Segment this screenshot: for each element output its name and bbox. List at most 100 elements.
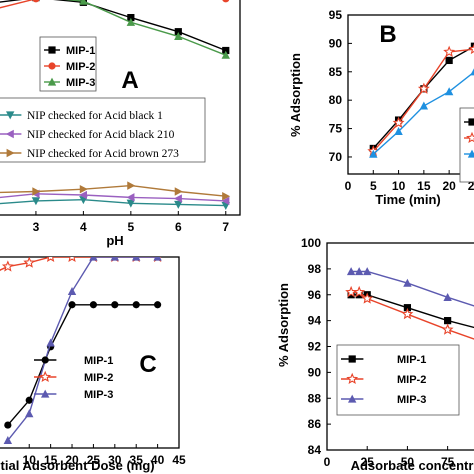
- x-tick-label: 75: [441, 455, 455, 469]
- legend-marker: [466, 131, 474, 144]
- data-point: [154, 301, 162, 309]
- x-tick-label: 35: [130, 453, 144, 467]
- legend-entry: MIP-1: [66, 45, 95, 57]
- data-point: [132, 257, 141, 261]
- data-point: [441, 323, 454, 335]
- x-tick-label: 7: [222, 220, 229, 234]
- data-point: [394, 127, 403, 136]
- legend-marker: [47, 77, 57, 86]
- series-line-series-2: [372, 48, 474, 152]
- data-point: [369, 149, 378, 158]
- legend-entry: MIP-3: [66, 77, 95, 89]
- data-point: [221, 50, 230, 59]
- x-tick-label: 15: [44, 453, 58, 467]
- legend-marker: [48, 46, 56, 54]
- x-tick-label: 15: [417, 179, 431, 193]
- data-point: [361, 292, 374, 304]
- data-point: [417, 82, 430, 94]
- y-tick-label: 90: [308, 365, 322, 379]
- legend-entry: MIP-2: [397, 374, 426, 386]
- series-line-mip-3: [7, 257, 158, 441]
- y-axis-label: % Adsorption: [276, 283, 291, 367]
- series-line-mip-3: [64, 0, 227, 56]
- data-point: [174, 28, 182, 36]
- data-point: [468, 43, 474, 55]
- y-tick-label: 96: [308, 288, 322, 302]
- chart-panel-b: 051015202530707580859095Time (min)% Adso…: [288, 8, 474, 207]
- data-point: [31, 197, 41, 206]
- legend: MIP-1 MIP-2 MIP-3: [336, 344, 460, 416]
- legend-entry: MIP-2: [84, 372, 113, 384]
- y-tick-label: 75: [329, 122, 343, 136]
- legend-entry: NIP checked for Acid black 1: [27, 110, 163, 122]
- y-tick-label: 90: [329, 36, 343, 50]
- series-group: [0, 257, 162, 444]
- x-axis-label: Initial Adsorbent Dose (mg): [0, 458, 155, 473]
- plot-frame: [347, 14, 474, 175]
- data-point: [4, 421, 12, 429]
- series-group: [367, 42, 474, 158]
- x-tick-label: 30: [108, 453, 122, 467]
- panel-label: B: [379, 21, 396, 48]
- legend-marker: [39, 370, 52, 383]
- x-tick-label: 3: [33, 220, 40, 234]
- x-axis-label: Adsorbate concentr: [351, 458, 474, 473]
- data-point: [221, 196, 230, 206]
- legend-marker: [5, 129, 14, 139]
- data-point: [153, 257, 162, 261]
- x-axis-label: Time (min): [375, 192, 441, 207]
- data-point: [68, 257, 76, 263]
- x-axis-label: pH: [106, 233, 123, 248]
- data-point: [353, 285, 366, 298]
- data-point: [363, 267, 372, 276]
- data-point: [23, 257, 36, 268]
- data-point: [1, 260, 14, 272]
- data-point: [127, 181, 136, 190]
- legend-marker: [346, 372, 359, 385]
- legend-entry: MIP-2: [66, 61, 95, 73]
- legend-entry: MIP-1: [397, 354, 426, 366]
- data-point: [3, 435, 13, 444]
- data-point: [403, 304, 412, 312]
- x-tick-label: 20: [442, 179, 456, 193]
- data-point: [78, 190, 87, 200]
- data-point: [46, 257, 55, 263]
- plot-frame: [0, 0, 241, 216]
- legend-marker: [348, 355, 356, 363]
- legend-marker: [41, 356, 49, 364]
- x-tick-label: 25: [361, 455, 375, 469]
- data-point: [354, 267, 364, 276]
- series-line-mip-1: [7, 304, 158, 426]
- y-tick-label: 80: [329, 93, 343, 107]
- data-point: [222, 0, 230, 3]
- chart-panel-c: 10 15 20 25 30 35 40 45 Initial Adsorbent Dose (…: [0, 256, 186, 473]
- data-point: [419, 101, 429, 110]
- y-tick-label: 94: [308, 314, 322, 328]
- data-point: [443, 292, 452, 301]
- series-group: [345, 267, 474, 340]
- legend-entry: NIP checked for Acid brown 273: [27, 148, 179, 160]
- y-tick-label: 84: [308, 443, 322, 457]
- chart-panel-d: 02550751008486889092949698100Adsorbate c…: [276, 236, 474, 473]
- x-tick-label: 20: [65, 453, 79, 467]
- x-tick-label: 50: [401, 455, 415, 469]
- data-point: [173, 194, 182, 203]
- data-point: [444, 87, 454, 96]
- legend-box: [459, 107, 474, 183]
- legend: [459, 107, 474, 183]
- x-tick-label: 25: [87, 453, 101, 467]
- y-tick-label: 70: [329, 150, 343, 164]
- y-tick-label: 88: [308, 391, 322, 405]
- legend-entry: MIP-1: [84, 355, 113, 367]
- data-point: [222, 46, 230, 55]
- x-tick-label: 6: [175, 220, 182, 234]
- legend-marker: [6, 111, 15, 120]
- data-point: [127, 14, 135, 22]
- data-point: [110, 257, 120, 261]
- legend-marker: [6, 148, 15, 158]
- data-point: [89, 257, 98, 261]
- series-group: [0, 0, 231, 210]
- data-point: [174, 32, 183, 40]
- data-point: [222, 192, 231, 201]
